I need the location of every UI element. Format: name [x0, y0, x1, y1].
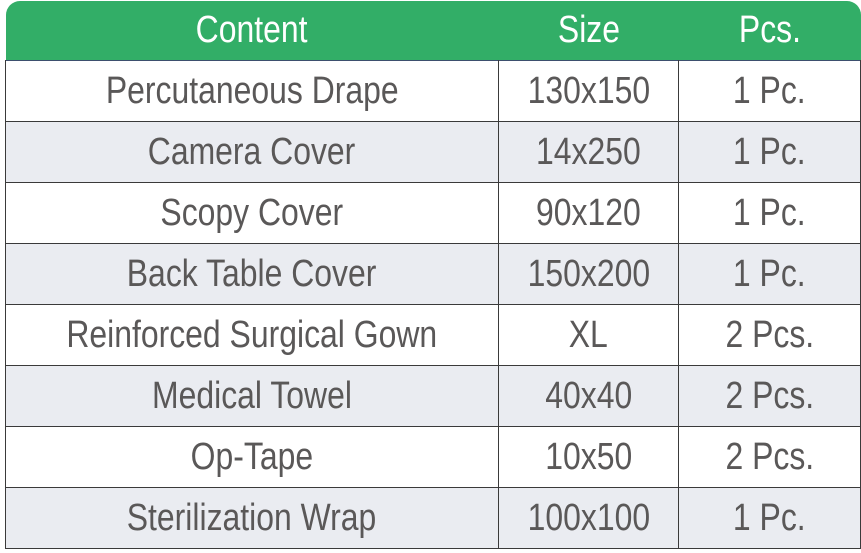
content-cell: Back Table Cover [5, 243, 499, 305]
content-cell: Sterilization Wrap [5, 487, 499, 549]
header-size: Size [498, 1, 679, 61]
table-row: Op-Tape 10x50 2 Pcs. [5, 426, 861, 488]
size-cell: XL [498, 304, 679, 366]
cell-text: 2 Pcs. [725, 374, 814, 417]
header-content: Content [5, 1, 499, 61]
content-cell: Camera Cover [5, 121, 499, 183]
content-cell: Reinforced Surgical Gown [5, 304, 499, 366]
cell-text: 1 Pc. [733, 496, 806, 539]
cell-text: 10x50 [545, 435, 632, 478]
cell-text: 2 Pcs. [725, 313, 814, 356]
pcs-cell: 1 Pc. [678, 182, 861, 244]
cell-text: Reinforced Surgical Gown [66, 313, 438, 356]
size-cell: 14x250 [498, 121, 679, 183]
cell-text: 1 Pc. [733, 252, 806, 295]
table-row: Sterilization Wrap 100x100 1 Pc. [5, 487, 861, 549]
cell-text: 100x100 [527, 496, 650, 539]
cell-text: Back Table Cover [127, 252, 377, 295]
size-cell: 90x120 [498, 182, 679, 244]
cell-text: 1 Pc. [733, 130, 806, 173]
table-row: Medical Towel 40x40 2 Pcs. [5, 365, 861, 427]
table-row: Reinforced Surgical Gown XL 2 Pcs. [5, 304, 861, 366]
size-cell: 40x40 [498, 365, 679, 427]
cell-text: 1 Pc. [733, 69, 806, 112]
pcs-cell: 2 Pcs. [678, 365, 861, 427]
pcs-cell: 1 Pc. [678, 60, 861, 122]
cell-text: Camera Cover [148, 130, 356, 173]
content-cell: Medical Towel [5, 365, 499, 427]
pcs-cell: 1 Pc. [678, 487, 861, 549]
header-label: Size [557, 9, 620, 51]
size-cell: 100x100 [498, 487, 679, 549]
cell-text: 90x120 [536, 191, 641, 234]
cell-text: Medical Towel [152, 374, 352, 417]
header-label: Pcs. [738, 9, 801, 51]
header-row: Content Size Pcs. [5, 1, 861, 61]
size-cell: 130x150 [498, 60, 679, 122]
table-row: Scopy Cover 90x120 1 Pc. [5, 182, 861, 244]
cell-text: 130x150 [527, 69, 650, 112]
cell-text: 1 Pc. [733, 191, 806, 234]
content-cell: Op-Tape [5, 426, 499, 488]
header-label: Content [196, 9, 308, 51]
pcs-cell: 2 Pcs. [678, 426, 861, 488]
cell-text: Op-Tape [190, 435, 314, 478]
cell-text: 150x200 [527, 252, 650, 295]
pcs-cell: 1 Pc. [678, 243, 861, 305]
content-cell: Scopy Cover [5, 182, 499, 244]
cell-text: Scopy Cover [160, 191, 344, 234]
table-row: Camera Cover 14x250 1 Pc. [5, 121, 861, 183]
cell-text: 40x40 [545, 374, 632, 417]
cell-text: Sterilization Wrap [127, 496, 377, 539]
cell-text: Percutaneous Drape [105, 69, 399, 112]
cell-text: 14x250 [536, 130, 641, 173]
cell-text: 2 Pcs. [725, 435, 814, 478]
cell-text: XL [568, 313, 609, 356]
content-cell: Percutaneous Drape [5, 60, 499, 122]
size-cell: 150x200 [498, 243, 679, 305]
pcs-cell: 1 Pc. [678, 121, 861, 183]
pcs-cell: 2 Pcs. [678, 304, 861, 366]
table-row: Back Table Cover 150x200 1 Pc. [5, 243, 861, 305]
contents-table: Content Size Pcs. Percutaneous Drape 130x… [5, 1, 861, 549]
table-row: Percutaneous Drape 130x150 1 Pc. [5, 60, 861, 122]
size-cell: 10x50 [498, 426, 679, 488]
header-pcs: Pcs. [678, 1, 861, 61]
